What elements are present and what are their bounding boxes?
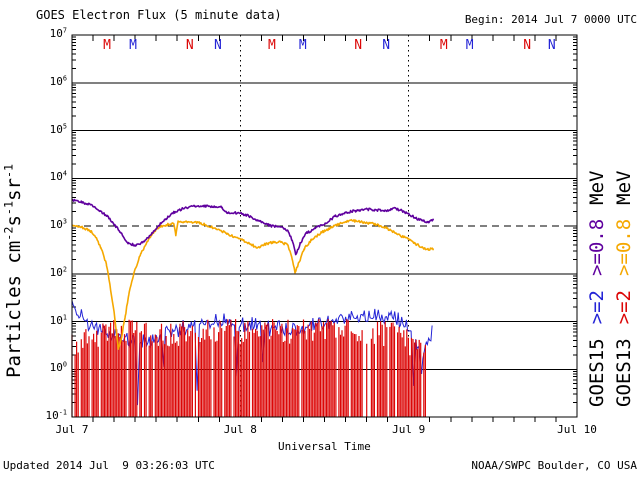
marker-m-goes13: M [440,38,448,53]
legend-item: GOES13 [613,338,635,407]
data-source: NOAA/SWPC Boulder, CO USA [471,459,637,472]
y-tick-label: 107 [49,26,67,40]
marker-m-goes15: M [299,38,307,53]
y-tick-label: 103 [49,217,67,231]
y-axis-label-part: -1 [1,200,16,216]
marker-n-goes13: N [354,38,362,53]
marker-m-goes15: M [466,38,474,53]
x-tick-label: Jul 8 [223,423,257,436]
y-tick-label: 101 [49,312,67,327]
marker-n-goes15: N [382,38,390,53]
y-axis-label-part: Particles cm [3,240,25,378]
series-goes13-gt2mev [71,319,426,417]
legend-item: GOES15 [586,338,608,407]
series-goes13-gt0p8mev [71,218,434,350]
marker-m-goes13: M [268,38,276,53]
series-goes15-gt0p8mev [71,198,434,256]
x-tick-label: Jul 10 [557,423,597,436]
y-tick-label: 100 [49,360,67,375]
chart-title: GOES Electron Flux (5 minute data) [36,8,282,22]
marker-m-goes15: M [129,38,137,53]
updated-timestamp: Updated 2014 Jul 9 03:26:03 UTC [3,459,215,472]
marker-n-goes13: N [186,38,194,53]
legend-item: >=2 [586,290,608,325]
begin-timestamp: Begin: 2014 Jul 7 0000 UTC [464,13,637,26]
legend-item: >=2 [613,290,635,325]
plot-frame [71,34,578,418]
legend-item: MeV [586,170,608,205]
legend-column-goes13: GOES13 >=2 >=0.8 MeV [613,147,635,408]
legend-item: >=0.8 [613,218,635,277]
marker-n-goes15: N [214,38,222,53]
marker-n-goes15: N [548,38,556,53]
y-tick-label: 10-1 [45,408,67,422]
y-tick-label: 106 [49,74,67,88]
marker-m-goes13: M [103,38,111,53]
y-tick-label: 105 [49,121,67,136]
legend-item: MeV [613,170,635,205]
marker-n-goes13: N [523,38,531,53]
x-tick-label: Jul 9 [392,423,426,436]
x-axis-label: Universal Time [278,440,371,453]
legend-column-goes15: GOES15 >=2 >=0.8 MeV [586,147,608,408]
legend-item: >=0.8 [586,218,608,277]
y-tick-label: 104 [49,169,67,184]
x-tick-label: Jul 7 [55,423,89,436]
y-tick-label: 102 [49,265,67,279]
